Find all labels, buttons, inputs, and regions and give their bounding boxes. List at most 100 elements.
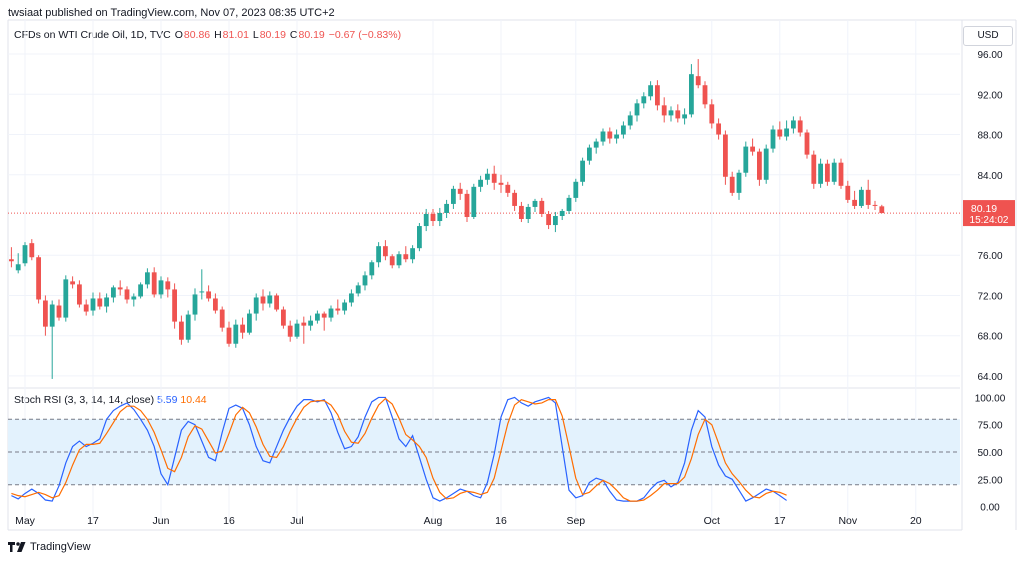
candle-body [485, 173, 490, 180]
candle [36, 255, 41, 304]
candle-body [56, 305, 62, 318]
time-tick-label: Aug [424, 515, 443, 527]
candle-body [532, 200, 538, 207]
candle [464, 189, 470, 223]
candle-body [859, 189, 864, 206]
candle [70, 276, 75, 289]
candle [580, 157, 585, 186]
candle [566, 194, 572, 214]
candle-body [396, 254, 402, 266]
candle [763, 144, 769, 184]
candle [253, 293, 259, 321]
candle [627, 111, 633, 130]
rsi-tick-label: 0.00 [980, 503, 1000, 514]
candle [423, 208, 429, 232]
candle-body [566, 197, 572, 211]
candle-body [97, 298, 103, 307]
candle-body [185, 314, 191, 340]
candle [308, 315, 313, 331]
candle-body [600, 131, 606, 142]
candle-body [124, 289, 130, 300]
candle [865, 179, 871, 209]
candle-body [729, 176, 735, 193]
symbol-legend[interactable]: CFDs on WTI Crude Oil, 1D, TVC O80.86 H8… [14, 29, 402, 41]
tradingview-logo[interactable]: TradingView [8, 541, 91, 553]
candle-body [206, 291, 211, 299]
candle-body [804, 132, 810, 155]
change-value: −0.67 (−0.83%) [328, 29, 402, 41]
price-tick-label: 88.00 [977, 131, 1002, 142]
candle [335, 299, 341, 315]
time-tick-label: 17 [87, 515, 99, 527]
candle [485, 168, 490, 185]
candle [355, 282, 361, 297]
candle [90, 292, 96, 316]
candle [777, 121, 783, 140]
candle-body [43, 300, 48, 327]
candle-body [355, 285, 361, 294]
candle [29, 239, 35, 261]
candle-body [702, 85, 708, 105]
candle-body [716, 123, 721, 135]
stoch-rsi-legend[interactable]: Stoch RSI (3, 3, 14, 14, close) 5.59 10.… [14, 394, 207, 406]
candle-body [791, 120, 796, 129]
candle-body [614, 134, 619, 139]
candle [668, 106, 674, 122]
close-value: 80.19 [298, 29, 325, 41]
candle-body [172, 289, 177, 322]
candle-body [709, 104, 715, 124]
candle [634, 99, 640, 122]
candle-body [777, 129, 783, 137]
candle [539, 197, 545, 217]
candle-body [607, 131, 613, 139]
candle-body [158, 280, 164, 295]
candle [199, 269, 205, 300]
candle-body [165, 281, 171, 290]
candle [172, 283, 177, 329]
candle-body [682, 114, 687, 119]
candle-body [845, 185, 851, 200]
candle [593, 138, 599, 154]
candle [716, 118, 721, 140]
candle [879, 204, 885, 214]
candle [192, 288, 198, 321]
candle [124, 286, 130, 304]
candle-body [199, 291, 205, 293]
candle [219, 306, 225, 332]
candle-body [403, 254, 409, 260]
candle-body [260, 296, 266, 304]
currency-button[interactable]: USD [963, 26, 1013, 46]
candle-body [376, 246, 381, 263]
symbol-name[interactable]: CFDs on WTI Crude Oil, 1D, TVC [14, 29, 171, 41]
candle [525, 203, 531, 224]
candle [383, 240, 388, 261]
candle-body [117, 287, 123, 290]
price-tick-label: 68.00 [977, 332, 1002, 343]
tradingview-logo-icon [8, 542, 26, 552]
stoch-k-line [11, 396, 787, 502]
candle [49, 300, 55, 379]
candle-body [36, 257, 41, 300]
candle-body [743, 146, 749, 173]
candle-body [247, 313, 252, 333]
candle-body [471, 186, 477, 217]
candle [97, 292, 103, 310]
candle [117, 280, 123, 296]
candle-body [818, 163, 823, 184]
stoch-rsi-name[interactable]: Stoch RSI (3, 3, 14, 14, close) [14, 394, 155, 406]
candle [498, 174, 504, 193]
candle [600, 128, 606, 146]
price-tick-label: 84.00 [977, 171, 1002, 182]
candle [430, 208, 436, 227]
candle-body [417, 226, 422, 249]
candle-body [301, 322, 307, 326]
price-tick-label: 76.00 [977, 251, 1002, 262]
candle-body [63, 279, 69, 318]
rsi-band-fill [8, 419, 960, 485]
candle [729, 171, 735, 196]
candle [797, 116, 803, 137]
candle [743, 141, 749, 177]
candle-body [145, 272, 150, 285]
rsi-tick-label: 75.00 [977, 421, 1002, 432]
